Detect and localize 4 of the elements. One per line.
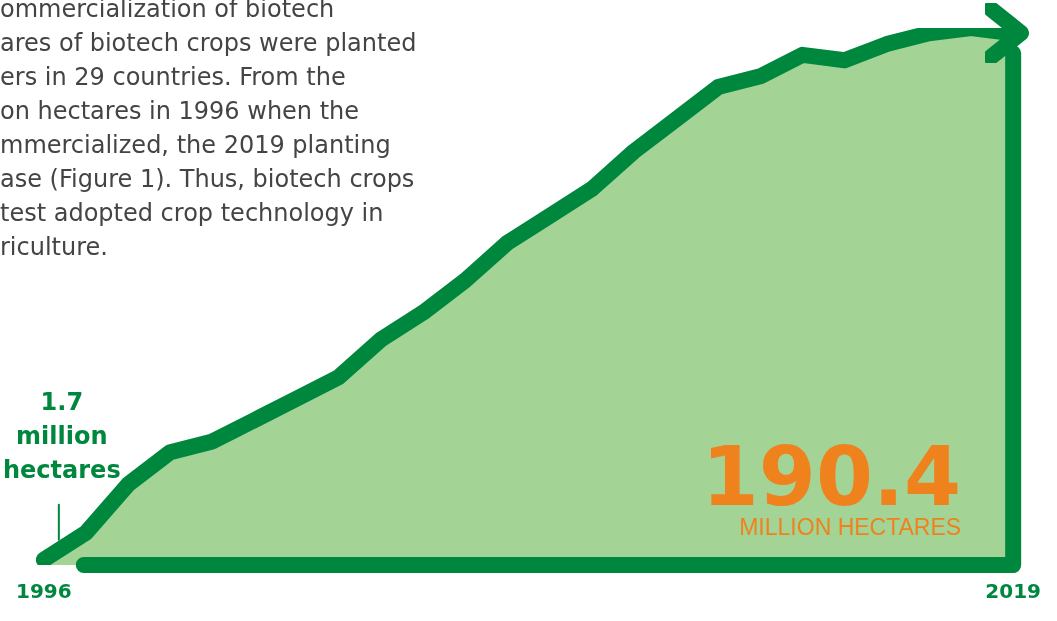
annotation: 1.7 million hectares	[3, 387, 121, 484]
annotation: 190.4 MILLION HECTARES	[701, 429, 962, 540]
x-tick-label: 2019	[985, 579, 1041, 604]
x-tick-label: 1996	[16, 579, 72, 604]
